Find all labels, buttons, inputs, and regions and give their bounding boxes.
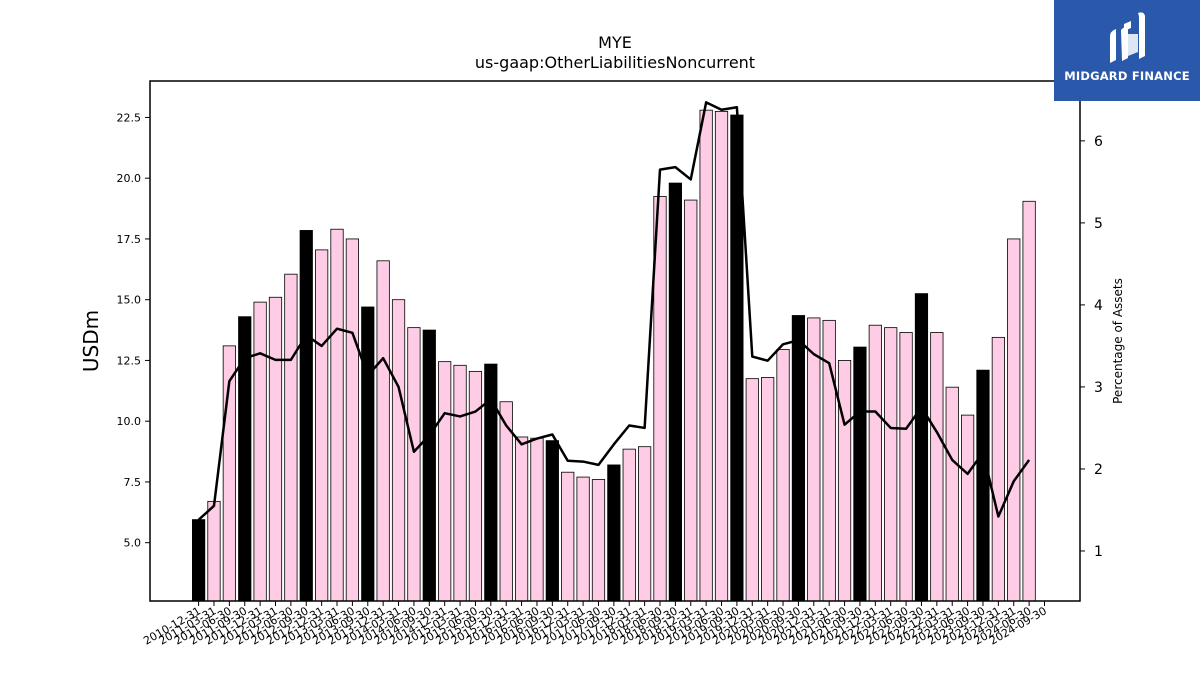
bar <box>191 519 206 602</box>
bar <box>1007 238 1021 602</box>
y-axis-label: USDm <box>79 310 103 372</box>
bar <box>991 336 1005 602</box>
bar <box>530 437 544 602</box>
bar <box>299 230 313 602</box>
y-tick-label: 10.0 <box>117 415 142 428</box>
bar <box>330 228 344 602</box>
bar <box>361 306 375 602</box>
bar <box>376 260 390 602</box>
bar <box>607 464 621 602</box>
y2-tick-label: 6 <box>1094 134 1103 150</box>
y-tick-label: 17.5 <box>117 233 142 246</box>
bar <box>638 446 652 602</box>
y-tick-label: 22.5 <box>117 111 142 124</box>
bar <box>422 329 436 602</box>
bar <box>438 361 452 602</box>
bar <box>315 249 329 602</box>
bar <box>945 386 959 602</box>
bar <box>961 414 975 602</box>
bar <box>699 109 713 602</box>
bar-series <box>191 109 1036 602</box>
bar <box>453 364 467 602</box>
bar <box>976 369 990 602</box>
bar <box>745 378 759 602</box>
bar <box>207 500 221 602</box>
bar <box>930 332 944 602</box>
bar <box>668 182 682 602</box>
logo-mark-icon <box>1110 12 1145 63</box>
percentage-line-path <box>197 101 1031 521</box>
y2-tick-label: 2 <box>1094 462 1103 478</box>
y-axis-right: 1 2 3 4 5 6 <box>1080 134 1103 560</box>
bar <box>268 296 283 602</box>
bar <box>407 327 421 602</box>
bar <box>253 301 267 602</box>
bar <box>576 476 590 602</box>
y-tick-label: 20.0 <box>117 172 142 185</box>
bar <box>776 349 790 602</box>
bar <box>468 370 483 602</box>
y-axis-left: 5.0 7.5 10.0 12.5 15.0 17.5 20.0 22.5 <box>117 111 150 550</box>
chart-subtitle: us-gaap:OtherLiabilitiesNoncurrent <box>475 53 755 72</box>
y2-tick-label: 3 <box>1094 380 1103 396</box>
y-tick-label: 12.5 <box>117 354 142 367</box>
bar <box>514 436 529 602</box>
bar <box>791 315 806 602</box>
y-tick-label: 15.0 <box>117 294 142 307</box>
bar <box>868 324 882 602</box>
x-axis: 2010-12-312011-03-312011-06-302011-09-30… <box>141 601 1049 648</box>
bar <box>914 293 929 602</box>
bar <box>761 377 775 602</box>
plot-frame <box>149 80 1081 602</box>
y-tick-label: 7.5 <box>124 476 142 489</box>
y2-tick-label: 5 <box>1094 216 1103 232</box>
bar <box>622 448 636 602</box>
bar <box>684 199 698 602</box>
y2-tick-label: 1 <box>1094 544 1103 560</box>
brand-logo: MIDGARD FINANCE <box>1054 0 1200 101</box>
chart-title: MYE <box>598 33 632 52</box>
bar <box>591 479 606 602</box>
bar <box>345 238 360 602</box>
bar <box>561 471 575 602</box>
y2-axis-label: Percentage of Assets <box>1111 278 1125 404</box>
y2-tick-label: 4 <box>1094 298 1103 314</box>
bar <box>1022 200 1036 602</box>
bar <box>284 273 298 602</box>
bar <box>899 332 913 602</box>
bar <box>837 360 852 602</box>
bar <box>807 317 821 602</box>
brand-name: MIDGARD FINANCE <box>1064 69 1190 83</box>
percentage-line <box>197 101 1031 521</box>
bar <box>884 327 898 602</box>
y-tick-label: 5.0 <box>124 537 142 550</box>
bar <box>545 440 559 602</box>
bar <box>853 346 867 602</box>
bar <box>714 110 729 602</box>
bar <box>391 299 406 602</box>
